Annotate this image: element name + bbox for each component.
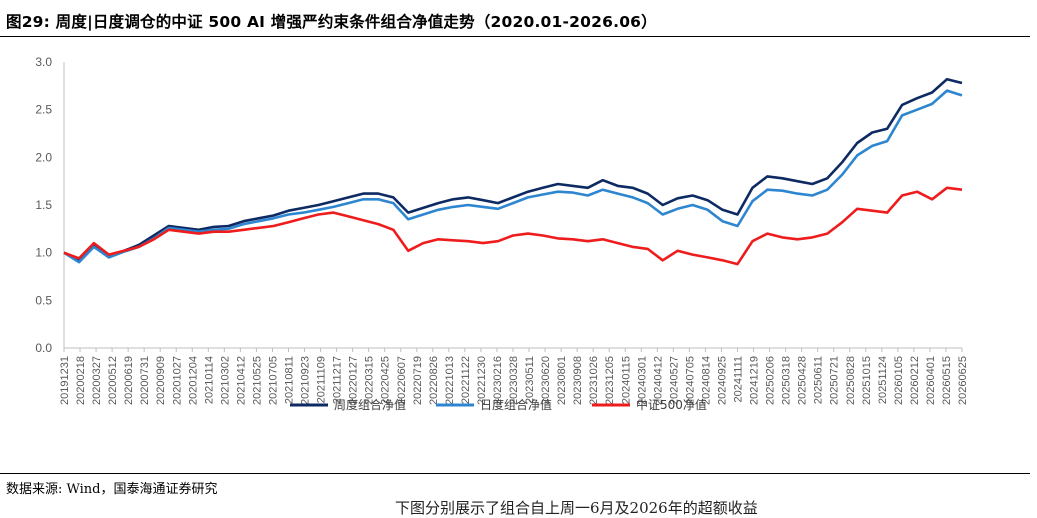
x-tick-label: 20240527 xyxy=(668,356,680,405)
x-tick-label: 20240814 xyxy=(700,356,712,405)
x-tick-label: 20251015 xyxy=(861,356,873,405)
x-tick-label: 20230216 xyxy=(492,356,504,405)
x-tick-label: 20221013 xyxy=(444,356,456,405)
legend-label-2: 中证500净值 xyxy=(636,397,707,412)
x-tick-label: 20240115 xyxy=(620,356,632,404)
x-tick-label: 20221122 xyxy=(460,356,472,404)
x-tick-label: 20200218 xyxy=(75,356,87,405)
bottom-rule xyxy=(0,473,1030,474)
x-tick-label: 20200619 xyxy=(123,356,135,405)
x-tick-label: 20220127 xyxy=(348,356,360,405)
x-tick-label: 20220607 xyxy=(396,356,408,405)
x-tick-label: 20210412 xyxy=(235,356,247,405)
top-rule xyxy=(0,36,1030,37)
x-tick-label: 20200512 xyxy=(107,356,119,405)
legend-label-1: 日度组合净值 xyxy=(480,397,552,412)
x-tick-label: 20230328 xyxy=(508,356,520,405)
footer-text: 下图分别展示了组合自上周一6月及2026年的超额收益 xyxy=(395,499,758,517)
series-line-2 xyxy=(63,186,963,266)
x-tick-label: 20220315 xyxy=(364,356,376,405)
x-tick-label: 20210302 xyxy=(219,356,231,405)
x-tick-label: 20250318 xyxy=(781,356,793,405)
x-tick-label: 20241111 xyxy=(733,356,745,403)
y-tick-label: 2.5 xyxy=(35,103,52,117)
x-axis: 20191231 20200218 20200327 20200512 20200619… xyxy=(59,347,969,405)
x-tick-label: 20260515 xyxy=(941,356,953,405)
y-tick-label: 3.0 xyxy=(35,55,52,69)
x-tick-label: 20230620 xyxy=(540,356,552,405)
series-line-0 xyxy=(63,77,963,262)
x-tick-label: 20210705 xyxy=(267,356,279,405)
x-tick-label: 20201204 xyxy=(187,356,199,405)
x-tick-label: 20210811 xyxy=(284,356,296,404)
x-tick-label: 20230908 xyxy=(572,356,584,405)
data-source: 数据来源: Wind，国泰海通证券研究 xyxy=(6,482,218,497)
x-tick-label: 20201027 xyxy=(171,356,183,405)
x-tick-label: 20240412 xyxy=(652,356,664,405)
x-tick-label: 20231026 xyxy=(588,356,600,405)
x-tick-label: 20251124 xyxy=(877,356,889,404)
y-tick-label: 1.0 xyxy=(35,246,52,260)
figure-title: 图29: 周度|日度调仓的中证 500 AI 增强严约束条件组合净值走势（202… xyxy=(6,13,657,31)
x-tick-label: 20200327 xyxy=(91,356,103,405)
y-tick-label: 1.5 xyxy=(35,198,52,212)
legend: 周度组合净值 日度组合净值 中证500净值 xyxy=(290,397,707,412)
x-tick-label: 20260625 xyxy=(957,356,969,405)
x-tick-label: 20250428 xyxy=(797,356,809,405)
y-axis: 0.0 0.5 1.0 1.5 2.0 2.5 3.0 xyxy=(35,55,65,355)
x-tick-label: 20260212 xyxy=(909,356,921,405)
x-tick-label: 20220826 xyxy=(428,356,440,405)
x-tick-label: 20240301 xyxy=(636,356,648,405)
x-tick-label: 20221230 xyxy=(476,356,488,405)
x-tick-label: 20250611 xyxy=(813,356,825,404)
x-tick-label: 20211109 xyxy=(316,356,328,403)
series-lines xyxy=(63,77,963,266)
x-tick-label: 20220425 xyxy=(380,356,392,405)
x-tick-label: 20250828 xyxy=(845,356,857,405)
x-tick-label: 20210114 xyxy=(203,356,215,404)
series-line-1 xyxy=(63,89,963,264)
x-tick-label: 20250721 xyxy=(829,356,841,405)
x-tick-label: 20211217 xyxy=(332,356,344,404)
x-tick-label: 20231205 xyxy=(604,356,616,405)
y-tick-label: 0.5 xyxy=(35,293,52,307)
x-tick-label: 20220719 xyxy=(412,356,424,405)
x-tick-label: 20241219 xyxy=(749,356,761,405)
x-tick-label: 20240705 xyxy=(684,356,696,405)
x-tick-label: 20250206 xyxy=(765,356,777,405)
x-tick-label: 20210525 xyxy=(251,356,263,405)
y-tick-label: 0.0 xyxy=(35,341,52,355)
y-tick-label: 2.0 xyxy=(35,150,52,164)
x-tick-label: 20200909 xyxy=(155,356,167,405)
x-tick-label: 20191231 xyxy=(59,356,71,405)
x-tick-label: 20210923 xyxy=(300,356,312,405)
x-tick-label: 20230801 xyxy=(556,356,568,405)
x-tick-label: 20200731 xyxy=(139,356,151,405)
x-tick-label: 20260401 xyxy=(925,356,937,405)
legend-label-0: 周度组合净值 xyxy=(334,397,406,412)
line-chart: 0.00.51.01.52.02.53.0 20191231 20200218 20… xyxy=(35,55,969,412)
x-tick-label: 20230511 xyxy=(524,356,536,404)
x-tick-label: 20240925 xyxy=(716,356,728,405)
x-tick-label: 20260105 xyxy=(893,356,905,405)
